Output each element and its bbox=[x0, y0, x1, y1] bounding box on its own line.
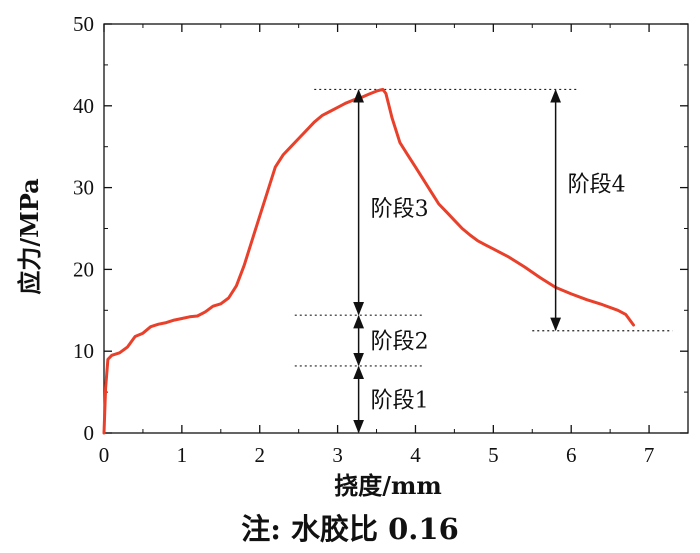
x-tick-label: 2 bbox=[254, 443, 265, 467]
x-tick-label: 4 bbox=[410, 443, 421, 467]
y-tick-label: 20 bbox=[73, 257, 94, 281]
y-axis-title: 应力/MPa bbox=[15, 178, 44, 294]
x-tick-label: 3 bbox=[332, 443, 343, 467]
plot-frame bbox=[103, 23, 689, 434]
reference-lines bbox=[294, 88, 673, 367]
x-tick-label: 1 bbox=[177, 443, 188, 467]
stage-annotations: 阶段1 阶段2 阶段3 阶段4 bbox=[353, 89, 626, 434]
stress-deflection-chart: 0 1 2 3 4 5 6 7 0 10 20 30 40 50 阶段1 阶段2 阶段3 阶段4 挠度/mm 应… bbox=[15, 12, 689, 500]
axes: 0 1 2 3 4 5 6 7 0 10 20 30 40 50 bbox=[73, 12, 689, 467]
y-tick-label: 10 bbox=[73, 339, 94, 363]
y-tick-label: 30 bbox=[73, 176, 94, 200]
stress-deflection-curve bbox=[102, 87, 635, 435]
x-tick-label: 7 bbox=[644, 443, 655, 467]
x-tick-label: 0 bbox=[99, 443, 110, 467]
x-tick-label: 5 bbox=[488, 443, 499, 467]
x-tick-label: 6 bbox=[566, 443, 577, 467]
figure-caption: 注: 水胶比 0.16 bbox=[241, 512, 459, 546]
y-tick-label: 50 bbox=[73, 12, 94, 36]
y-tick-label: 0 bbox=[84, 421, 95, 445]
stage-label: 阶段2 bbox=[371, 330, 429, 355]
x-axis-title: 挠度/mm bbox=[334, 471, 442, 500]
stage-label: 阶段1 bbox=[371, 388, 429, 413]
y-tick-label: 40 bbox=[73, 94, 94, 118]
series-group bbox=[102, 87, 635, 435]
stage-label: 阶段3 bbox=[371, 197, 429, 222]
stage-label: 阶段4 bbox=[568, 173, 626, 198]
